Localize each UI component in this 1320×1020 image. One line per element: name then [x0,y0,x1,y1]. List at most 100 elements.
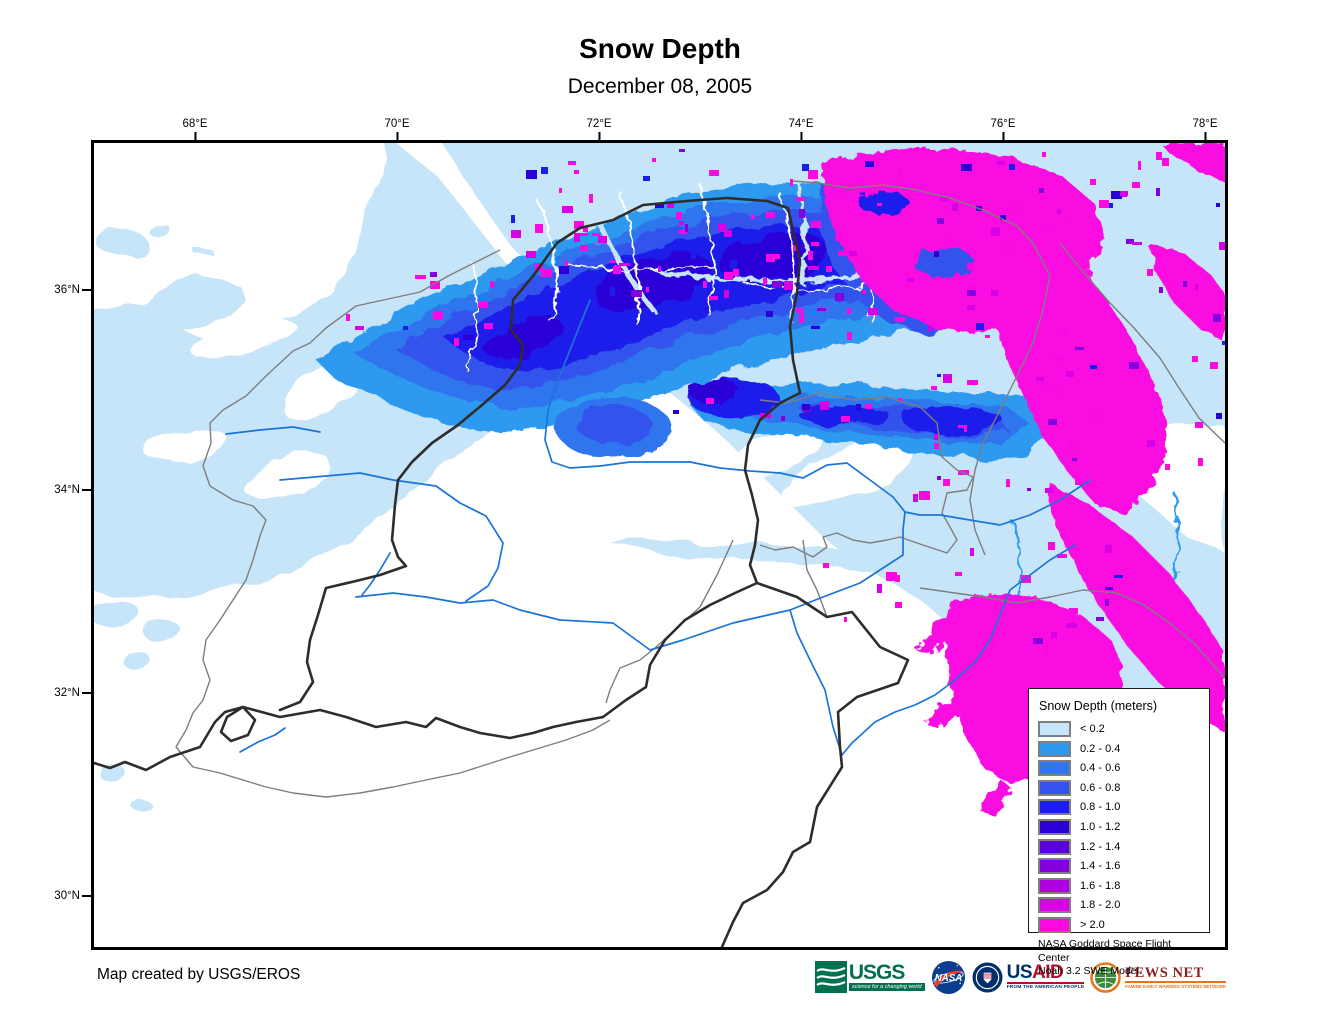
deep-snow-pixel [1006,479,1010,487]
deep-snow-pixel [1195,422,1203,428]
deep-snow-pixel [772,254,780,259]
deep-snow-pixel [724,290,729,298]
legend-row: 0.8 - 1.0 [1038,799,1201,816]
legend-label: 1.2 - 1.4 [1080,840,1121,853]
deep-snow-pixel [1159,287,1163,293]
usaid-name-us: US [1006,962,1033,983]
deep-snow-pixel [433,311,443,320]
subbasin-boundary [1059,242,1225,444]
deep-snow-pixel [898,398,903,402]
tick-mark [1002,132,1004,141]
deep-snow-pixel [559,266,569,274]
deep-snow-pixel [1000,215,1006,220]
deep-snow-pixel [766,254,775,262]
deep-snow-pixel [838,251,849,256]
deep-snow-pixel [808,266,819,270]
legend-label: 0.2 - 0.4 [1080,742,1121,755]
lon-label-text: 72°E [586,118,612,130]
legend-swatch [1038,858,1071,875]
deep-snow-pixel [943,206,951,211]
deep-snow-pixel [1057,329,1067,336]
deep-snow-pixel [862,260,868,267]
deep-snow-pixel [835,236,844,241]
deep-snow-pixel [817,308,826,311]
deep-snow-pixel [826,266,832,272]
legend-swatch [1038,838,1071,855]
deep-snow-pixel [772,281,782,288]
deep-snow-pixel [1057,389,1062,394]
deep-snow-pixel [574,233,580,242]
deep-snow-pixel [1219,242,1225,250]
legend-row: 1.2 - 1.4 [1038,838,1201,855]
legend-label: 0.6 - 0.8 [1080,781,1121,794]
deep-snow-pixel [991,641,997,649]
deep-snow-pixel [1057,554,1067,558]
legend-row: 0.4 - 0.6 [1038,760,1201,777]
lat-label-36n: 36°N [34,284,91,296]
usgs-wordmark: USGS science for a changing world [848,962,925,991]
deep-snow-pixel [763,278,767,285]
deep-snow-pixel [430,272,437,277]
lat-label-text: 32°N [54,687,80,699]
subbasin-boundary [175,249,611,798]
deep-snow-pixel [934,434,938,440]
basin-boundary [278,196,910,947]
deep-snow-pixel [1069,608,1078,614]
lon-label-70e: 70°E [384,118,410,141]
deep-snow-pixel [511,230,521,238]
legend-label: 0.8 - 1.0 [1080,801,1121,814]
deep-snow-pixel [967,380,978,385]
deep-snow-pixel [976,323,984,330]
subbasin-boundary [759,392,974,558]
deep-snow-pixel [706,398,714,404]
snow-raster-speckles [346,149,1225,655]
deep-snow-pixel [1090,413,1101,419]
deep-snow-pixel [943,374,952,383]
subbasin-boundary [792,180,1051,556]
lat-label-34n: 34°N [34,484,91,496]
river [789,609,843,756]
deep-snow-pixel [355,326,364,330]
deep-snow-pixel [895,602,902,608]
deep-snow-pixel [811,326,820,329]
deep-snow-pixel [484,323,493,329]
deep-snow-pixel [1069,440,1073,448]
usaid-seal-icon [972,961,1003,993]
deep-snow-pixel [1072,458,1077,461]
deep-snow-pixel [961,164,972,171]
lon-label-72e: 72°E [586,118,612,141]
deep-snow-pixel [658,266,661,272]
deep-snow-pixel [1042,152,1046,157]
deep-snow-pixel [1009,206,1019,211]
deep-snow-pixel [1129,362,1139,369]
tick-mark [800,132,802,141]
river [841,544,1076,756]
deep-snow-pixel [454,338,459,346]
river [225,426,321,435]
deep-snow-pixel [1003,245,1013,253]
river [279,472,504,602]
deep-snow-pixel [679,221,684,225]
deep-snow-pixel [646,287,649,292]
deep-snow-pixel [1045,647,1048,655]
legend-title: Snow Depth (meters) [1039,699,1158,713]
deep-snow-pixel [943,479,950,486]
river [544,299,691,469]
deep-snow-pixel [1216,413,1222,419]
deep-snow-pixel [1210,362,1218,369]
deep-snow-pixel [1192,356,1198,362]
deep-snow-pixel [673,410,679,414]
usgs-tagline: science for a changing world [848,983,925,991]
legend-label: 1.6 - 1.8 [1080,879,1121,892]
page-title: Snow Depth [579,33,741,64]
deep-snow-pixel [463,335,474,340]
deep-snow-pixel [784,281,793,290]
legend-swatch [1038,799,1071,816]
deep-snow-pixel [991,227,1000,236]
deep-snow-pixel [796,197,805,201]
deep-snow-pixel [895,575,900,582]
deep-snow-pixel [730,260,737,269]
deep-snow-pixel [790,179,793,186]
legend-swatch [1038,779,1071,796]
deep-snow-pixel [1222,323,1225,329]
